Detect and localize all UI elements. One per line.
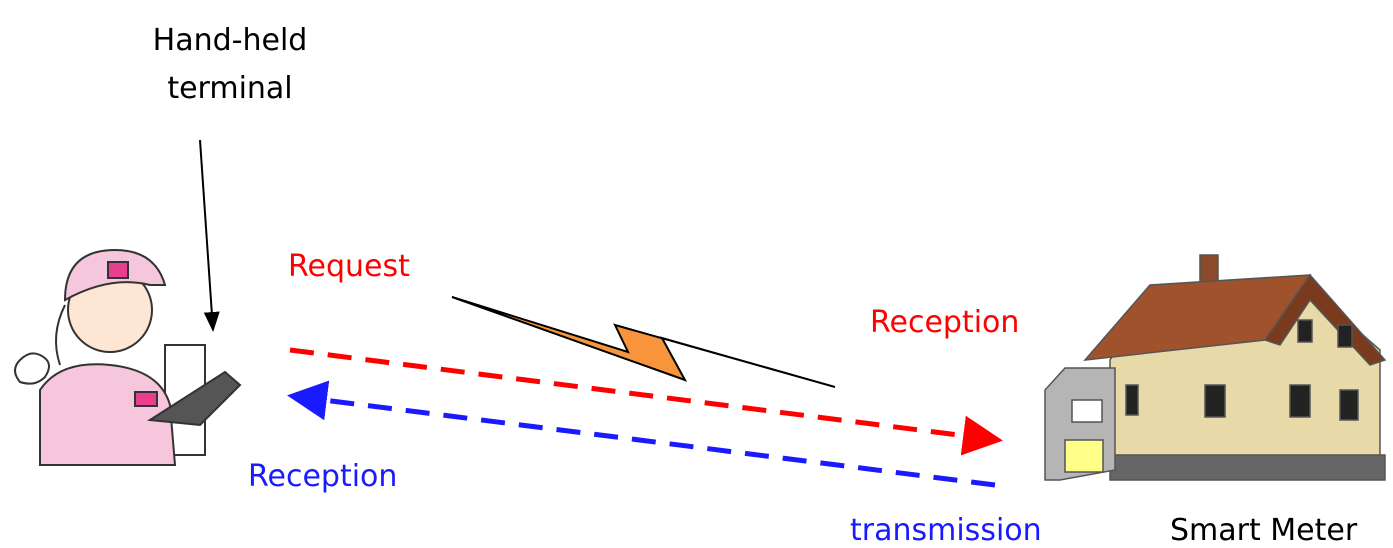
pointer-arrow (199, 139, 220, 332)
house-icon (1044, 254, 1387, 481)
meter-label: Smart Meter (1170, 513, 1358, 548)
terminal-user-icon (14, 248, 242, 466)
terminal-label-line: Hand-held (153, 23, 308, 58)
response-arrow (287, 380, 996, 488)
terminal-label-line: terminal (167, 71, 292, 106)
request-label: Request (288, 249, 410, 284)
request-arrow (289, 347, 1003, 456)
wireless-signal (451, 296, 836, 388)
terminal-reception-label: Reception (248, 459, 397, 494)
meter-reception-label: Reception (870, 305, 1019, 340)
transmission-label: transmission (850, 513, 1042, 548)
